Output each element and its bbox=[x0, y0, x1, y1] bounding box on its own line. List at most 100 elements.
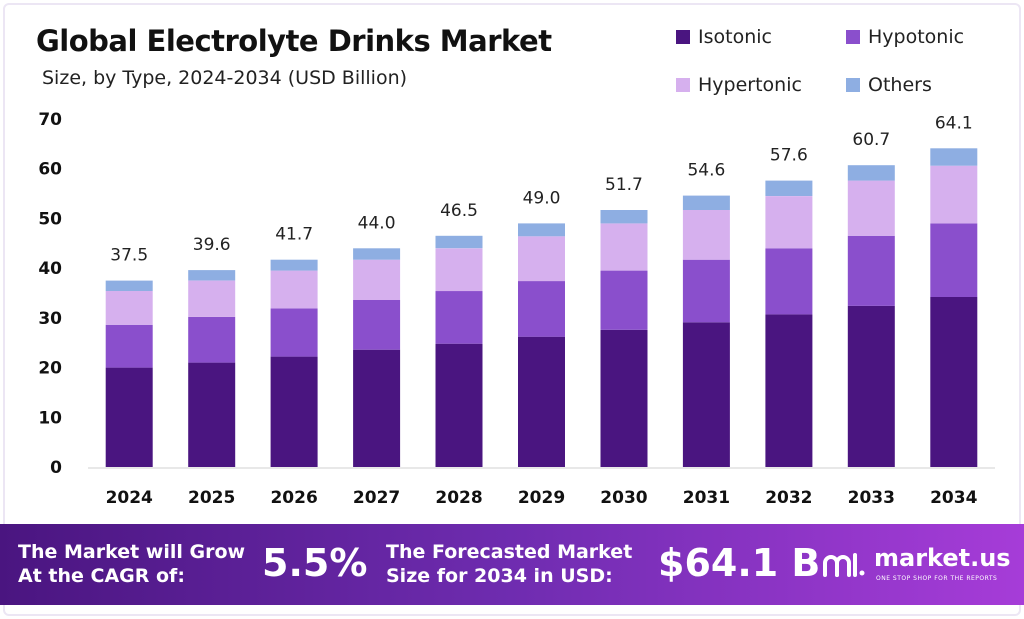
y-tick-label: 10 bbox=[38, 408, 62, 428]
bar-segment-others bbox=[270, 259, 318, 271]
legend-swatch-others bbox=[846, 78, 860, 92]
y-tick-label: 70 bbox=[38, 110, 62, 130]
x-tick-label: 2032 bbox=[765, 488, 812, 508]
legend-swatch-isotonic bbox=[676, 30, 690, 44]
cagr-label-line-1: The Market will Grow bbox=[18, 541, 246, 563]
bar-segment-hypotonic bbox=[765, 248, 813, 315]
cagr-label: The Market will Grow At the CAGR of: bbox=[18, 540, 245, 588]
bar-segment-others bbox=[930, 148, 978, 166]
bar-segment-isotonic bbox=[188, 362, 236, 467]
market-us-logo-tagline: ONE STOP SHOP FOR THE REPORTS bbox=[876, 575, 998, 582]
chart-frame bbox=[3, 3, 1021, 616]
total-data-label: 51.7 bbox=[605, 175, 643, 195]
legend-label-hypotonic: Hypotonic bbox=[868, 26, 965, 48]
bar-segment-hypotonic bbox=[930, 223, 978, 297]
y-tick-label: 50 bbox=[38, 209, 62, 229]
bar-segment-hypertonic bbox=[270, 270, 318, 309]
bar-segment-isotonic bbox=[600, 329, 648, 467]
bar-segment-isotonic bbox=[518, 336, 565, 467]
bar-segment-isotonic bbox=[682, 322, 730, 467]
forecast-value: $64.1 B bbox=[658, 541, 821, 585]
x-tick-label: 2030 bbox=[600, 488, 647, 508]
bar-segment-hypertonic bbox=[682, 210, 730, 260]
bar-segment-others bbox=[188, 270, 236, 281]
bar-segment-others bbox=[435, 235, 483, 249]
y-tick-label: 0 bbox=[50, 458, 62, 478]
bar-segment-hypotonic bbox=[682, 259, 730, 323]
bar-segment-hypertonic bbox=[188, 280, 236, 317]
cagr-value: 5.5% bbox=[262, 541, 368, 585]
x-tick-label: 2033 bbox=[848, 488, 895, 508]
x-tick-label: 2034 bbox=[930, 488, 977, 508]
total-data-label: 60.7 bbox=[852, 130, 890, 150]
y-tick-label: 40 bbox=[38, 259, 62, 279]
legend-item-hypotonic: Hypotonic bbox=[846, 26, 964, 48]
y-tick-label: 30 bbox=[38, 309, 62, 329]
bar-segment-others bbox=[518, 223, 565, 237]
bar-segment-hypotonic bbox=[105, 324, 153, 368]
bar-segment-isotonic bbox=[105, 367, 153, 467]
total-data-label: 39.6 bbox=[193, 235, 231, 255]
bar-segment-hypertonic bbox=[518, 236, 565, 281]
legend-swatch-hypotonic bbox=[846, 30, 860, 44]
bar-segment-isotonic bbox=[847, 305, 895, 467]
bar-segment-isotonic bbox=[353, 349, 401, 467]
bar-segment-hypotonic bbox=[188, 316, 236, 363]
total-data-label: 44.0 bbox=[358, 213, 396, 233]
bar-segment-hypertonic bbox=[600, 223, 648, 271]
forecast-label: The Forecasted Market Size for 2034 in U… bbox=[386, 540, 632, 588]
bar-segment-hypertonic bbox=[930, 165, 978, 224]
x-tick-label: 2025 bbox=[188, 488, 235, 508]
chart-subtitle: Size, by Type, 2024-2034 (USD Billion) bbox=[42, 67, 408, 89]
x-tick-label: 2031 bbox=[683, 488, 730, 508]
bar-segment-hypotonic bbox=[600, 270, 648, 330]
bar-segment-hypotonic bbox=[270, 308, 318, 357]
total-data-label: 41.7 bbox=[275, 225, 313, 245]
bar-segment-hypertonic bbox=[765, 196, 813, 249]
forecast-label-line-1: The Forecasted Market bbox=[386, 541, 633, 563]
market-us-logo-name: market.us bbox=[874, 544, 1011, 572]
total-data-label: 57.6 bbox=[770, 146, 808, 166]
bar-segment-isotonic bbox=[930, 297, 978, 467]
bar-segment-isotonic bbox=[435, 343, 483, 467]
stacked-bar-chart: 01020304050607037.5202439.6202541.720264… bbox=[38, 110, 995, 508]
legend-label-hypertonic: Hypertonic bbox=[698, 74, 802, 96]
market-us-logo-icon bbox=[823, 553, 865, 577]
chart-title: Global Electrolyte Drinks Market bbox=[36, 24, 552, 58]
bar-segment-others bbox=[353, 248, 401, 260]
x-tick-label: 2026 bbox=[270, 488, 317, 508]
legend-item-hypertonic: Hypertonic bbox=[676, 74, 802, 96]
cagr-label-line-2: At the CAGR of: bbox=[18, 565, 185, 587]
x-tick-label: 2029 bbox=[518, 488, 565, 508]
bar-segment-hypertonic bbox=[105, 291, 153, 325]
x-tick-label: 2024 bbox=[106, 488, 153, 508]
bar-segment-hypotonic bbox=[435, 291, 483, 344]
x-tick-label: 2028 bbox=[435, 488, 482, 508]
bar-segment-hypertonic bbox=[353, 259, 401, 300]
bar-segment-isotonic bbox=[270, 356, 318, 467]
bar-segment-hypotonic bbox=[847, 235, 895, 306]
legend-item-isotonic: Isotonic bbox=[676, 26, 772, 48]
bar-segment-others bbox=[847, 165, 895, 181]
bar-segment-isotonic bbox=[765, 314, 813, 467]
total-data-label: 64.1 bbox=[935, 113, 973, 133]
summary-banner: The Market will Grow At the CAGR of: 5.5… bbox=[0, 524, 1024, 605]
bar-segment-others bbox=[682, 195, 730, 210]
total-data-label: 46.5 bbox=[440, 201, 478, 221]
x-tick-label: 2027 bbox=[353, 488, 400, 508]
bar-segment-hypertonic bbox=[847, 180, 895, 236]
legend-item-others: Others bbox=[846, 74, 932, 96]
bar-segment-hypertonic bbox=[435, 248, 483, 292]
forecast-label-line-2: Size for 2034 in USD: bbox=[386, 565, 613, 587]
total-data-label: 37.5 bbox=[110, 246, 148, 266]
bar-segment-others bbox=[765, 180, 813, 196]
y-tick-label: 20 bbox=[38, 359, 62, 379]
legend-label-others: Others bbox=[868, 74, 932, 96]
y-tick-label: 60 bbox=[38, 160, 62, 180]
total-data-label: 49.0 bbox=[523, 188, 561, 208]
bar-segment-hypotonic bbox=[353, 300, 401, 350]
bar-segment-hypotonic bbox=[518, 281, 565, 337]
legend-label-isotonic: Isotonic bbox=[698, 26, 772, 48]
legend-swatch-hypertonic bbox=[676, 78, 690, 92]
bar-segment-others bbox=[600, 210, 648, 224]
